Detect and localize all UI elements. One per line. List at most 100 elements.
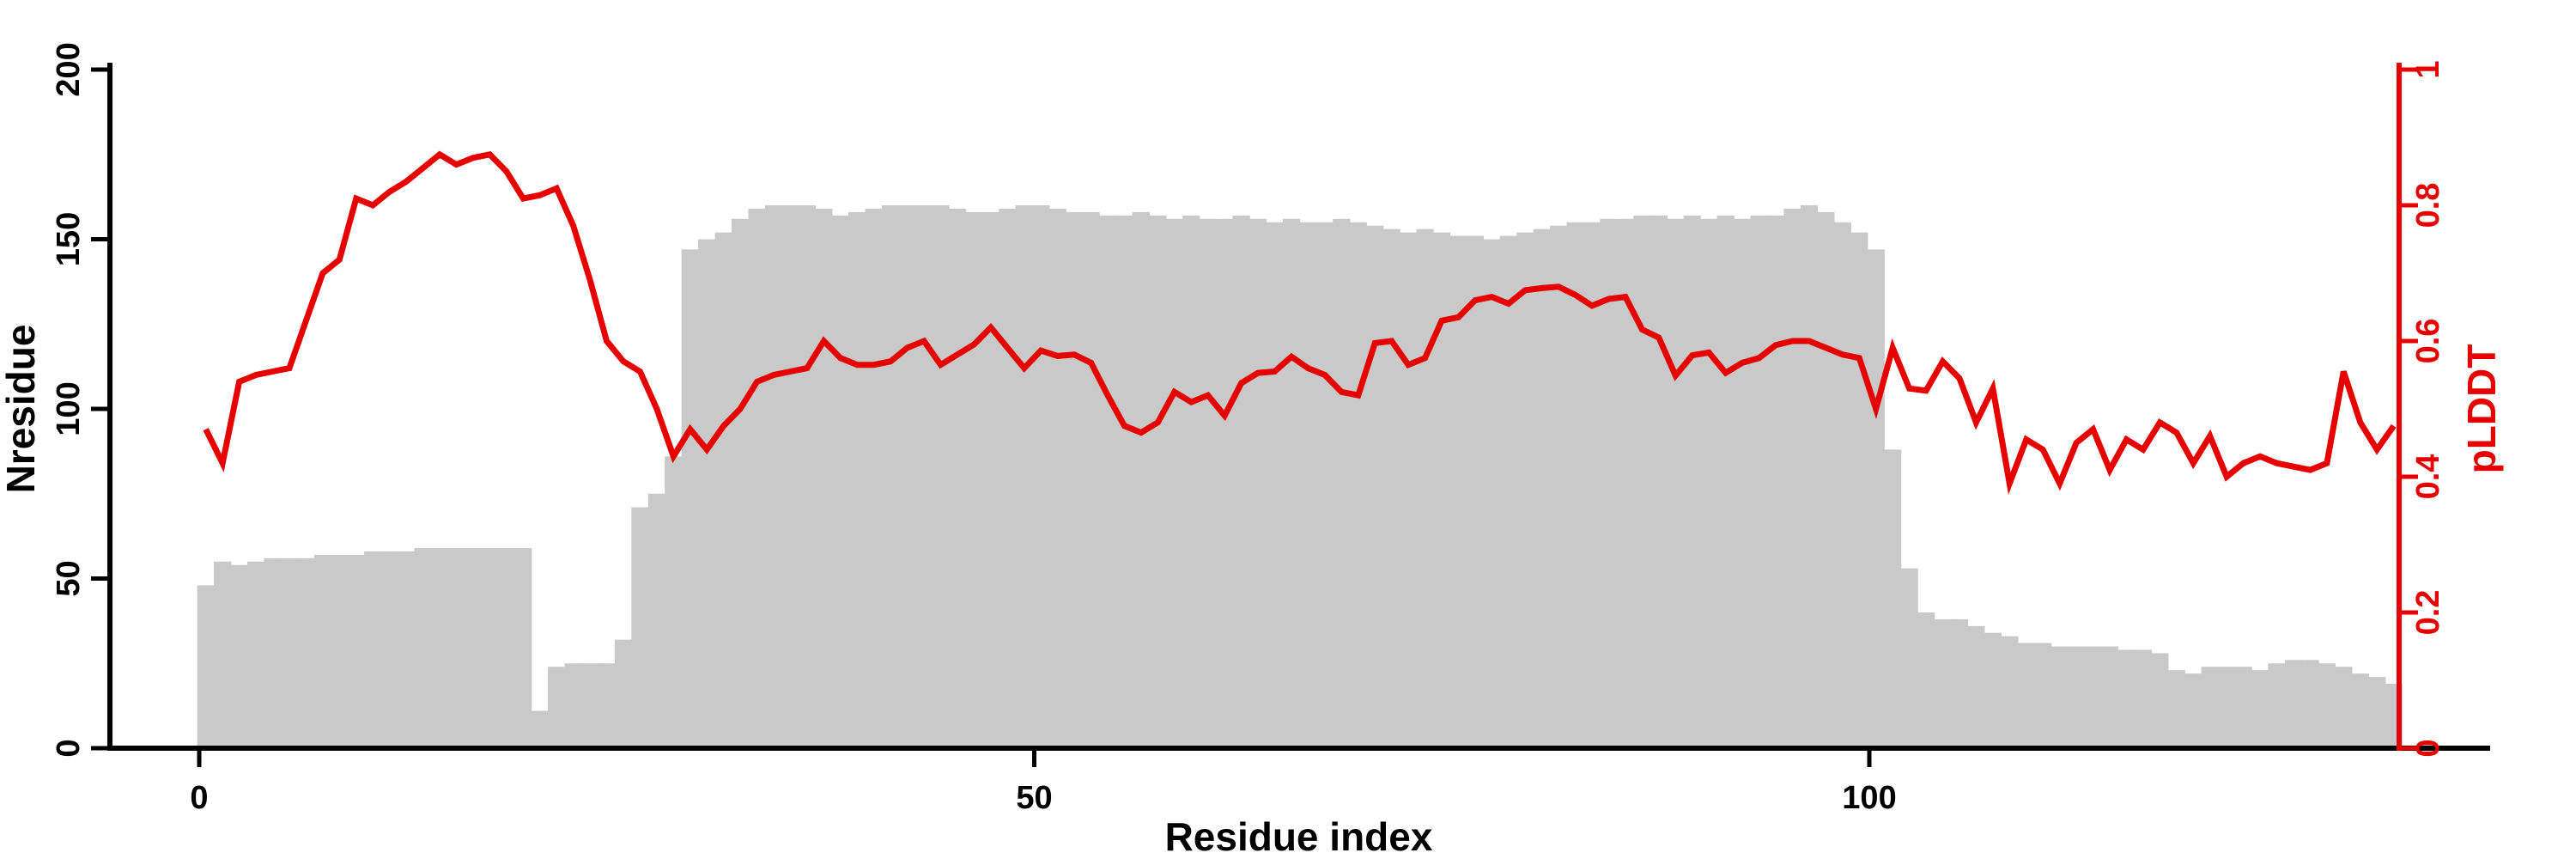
bar [497,547,515,748]
bar [1449,235,1467,748]
bar [1282,218,1301,749]
bar [1266,222,1284,748]
bar [2034,643,2052,748]
bar [1216,218,1234,749]
bar [1550,225,1568,748]
bar [732,218,750,749]
bar [1783,208,1801,748]
bar [2084,646,2102,748]
bar [2234,667,2252,748]
bar [932,205,950,748]
bar [1667,218,1685,749]
bar [2184,673,2202,748]
bar [1299,222,1317,748]
bar [1516,232,1534,749]
bar [1098,215,1117,749]
bar [2201,667,2219,748]
bar [531,710,549,748]
bar [714,232,732,749]
bar [2001,636,2019,748]
bar [831,215,849,749]
bar [1032,205,1050,748]
y-left-tick-label: 200 [51,42,87,96]
bar [1066,211,1084,748]
bar [2301,660,2319,748]
bar [331,554,349,748]
x-axis-title: Residue index [1165,814,1433,859]
bar [748,208,766,748]
bar [2218,667,2236,748]
bar [1416,228,1434,748]
bar [1766,215,1785,749]
bar [598,663,616,748]
bar [882,205,900,748]
bar [815,208,833,748]
bar [1950,618,1969,748]
bar [1366,225,1384,748]
bar [1165,218,1183,749]
bar [1734,218,1752,749]
bar [865,208,883,748]
bar [1432,232,1451,749]
bar [1466,235,1485,748]
bar [447,547,465,748]
bar [2251,670,2269,748]
bar [414,547,432,748]
bar [1633,215,1651,749]
bar [1149,215,1167,749]
bar [764,205,783,748]
bar [2117,649,2136,748]
y-right-tick-label: 0 [2410,739,2446,757]
bar [1048,208,1066,748]
bar [214,561,232,748]
bar [2318,663,2336,748]
y-right-tick-label: 0.6 [2410,319,2446,364]
bar [364,551,382,748]
bar [380,551,398,748]
y-left-tick-label: 0 [51,739,87,757]
bar [246,561,265,748]
bar [2017,643,2035,748]
bar [647,493,665,748]
bar [2368,677,2386,748]
y-left-tick-label: 150 [51,212,87,266]
bar [914,205,933,748]
bar [280,557,299,748]
bar [798,205,817,748]
bar [848,211,866,748]
bar [1199,218,1217,749]
bar [1249,218,1267,749]
bar [1817,211,1835,748]
bar [1917,612,1935,748]
bar [2151,653,2169,748]
bar [1716,215,1735,749]
x-tick-label: 100 [1842,780,1896,816]
bar [1833,222,1851,748]
bar [197,585,215,748]
bar [1315,222,1334,748]
y-axis-right-title: pLDDT [2459,344,2504,474]
bar [2335,667,2353,748]
bar [614,639,633,748]
y-right-tick-label: 0.4 [2410,454,2446,500]
bar [297,557,315,748]
bar [1132,211,1151,748]
bar [1382,228,1400,748]
axes: 0 50 100 Residue index 0 50 100 150 200 Nresidue 0… [0,42,2504,859]
bar [1600,218,1618,749]
bar [1015,205,1033,748]
bar [1566,222,1584,748]
bar [548,667,566,748]
bar [2284,660,2303,748]
bar [1867,249,1885,749]
bar [1884,449,1902,748]
bar [1900,568,1918,748]
bar [1683,215,1701,749]
bar [1649,215,1668,749]
y-right-tick-label: 1 [2410,60,2446,78]
bar [1850,232,1868,749]
bar [398,551,416,748]
bar [430,547,449,748]
